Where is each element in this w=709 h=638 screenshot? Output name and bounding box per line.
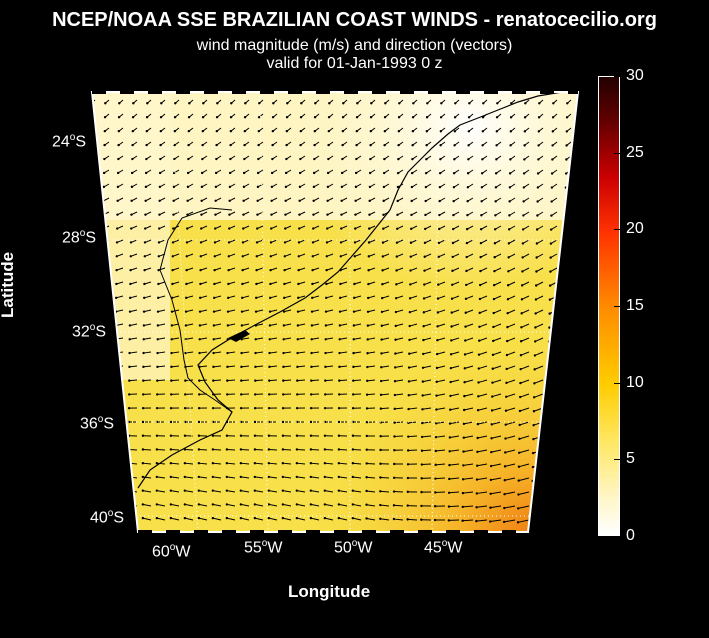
colorbar-tick-label: 5 <box>626 450 635 468</box>
lat-tick-36: 36oS <box>80 414 115 433</box>
lat-tick-24: 24oS <box>52 132 87 151</box>
colorbar-tick-label: 30 <box>626 67 644 84</box>
lagoon <box>228 330 250 342</box>
chart-subtitle: wind magnitude (m/s) and direction (vect… <box>196 37 513 54</box>
river-plate <box>159 207 233 413</box>
x-axis-label: Longitude <box>288 582 371 601</box>
graticule <box>92 92 578 532</box>
colorbar-tick-label: 20 <box>626 220 644 238</box>
colorbar-tick-label: 10 <box>626 373 644 391</box>
lat-tick-28: 28oS <box>62 228 97 247</box>
colorbar-tick-mark <box>614 152 620 154</box>
colorbar-tick-label: 25 <box>626 143 644 161</box>
lon-tick-45: 45oW <box>424 538 463 557</box>
lon-tick-60: 60oW <box>152 542 191 561</box>
colorbar-tick-mark <box>614 459 620 461</box>
lon-tick-50: 50oW <box>334 538 373 557</box>
colorbar-tick-mark <box>614 536 620 537</box>
colorbar-tick-mark <box>614 382 620 384</box>
chart-title: NCEP/NOAA SSE BRAZILIAN COAST WINDS - re… <box>52 9 657 31</box>
lat-tick-32: 32oS <box>72 322 107 341</box>
colorbar-tick-mark <box>614 306 620 307</box>
colorbar-tick-mark <box>614 76 620 77</box>
y-axis-label: Latitude <box>0 251 17 318</box>
lat-tick-40: 40oS <box>90 508 125 527</box>
colorbar-tick-label: 0 <box>626 527 635 544</box>
colorbar-tick-label: 15 <box>626 297 644 314</box>
lon-tick-55: 55oW <box>244 538 283 557</box>
valid-time: valid for 01-Jan-1993 0 z <box>266 55 443 72</box>
colorbar-tick-mark <box>614 229 620 231</box>
